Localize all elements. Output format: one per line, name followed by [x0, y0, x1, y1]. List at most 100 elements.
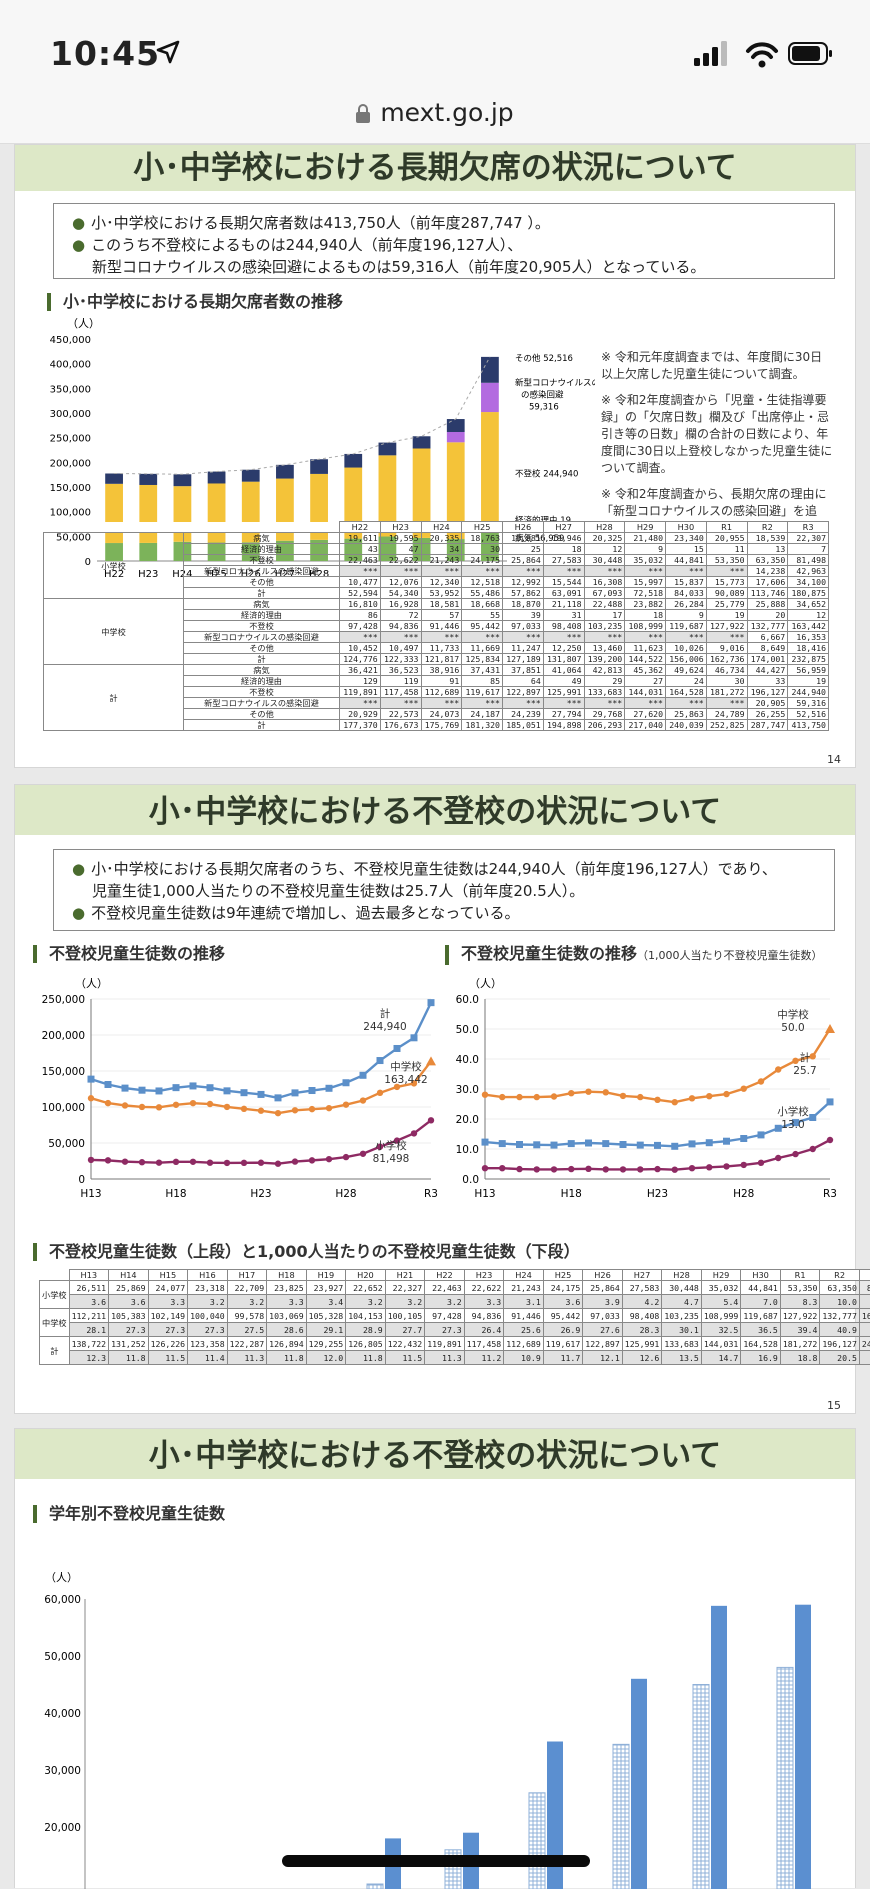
- count-cell: 126,226: [148, 1337, 188, 1351]
- bar-hatched: [529, 1793, 545, 1889]
- x-tick-label: H23: [250, 1188, 271, 1200]
- table-cell: 196,127: [747, 687, 788, 698]
- x-tick-label: H18: [165, 1188, 186, 1200]
- rate-cell: 26.9: [543, 1323, 583, 1337]
- table-cell: ***: [584, 566, 625, 577]
- home-indicator[interactable]: [282, 1855, 590, 1867]
- table-cell: 44,427: [747, 665, 788, 676]
- data-point: [689, 1165, 695, 1171]
- y-tick-label: 100,000: [42, 1102, 85, 1114]
- data-point: [689, 1095, 695, 1101]
- rate-cell: 27.3: [109, 1323, 149, 1337]
- series-value-label: 25.7: [793, 1065, 816, 1077]
- bar-hatched: [693, 1685, 709, 1889]
- bar-segment: [208, 472, 226, 484]
- table-cell: 56,959: [788, 665, 829, 676]
- count-cell: 104,153: [346, 1309, 386, 1323]
- column-header: H17: [227, 1270, 267, 1281]
- table-cell: 22,573: [380, 709, 421, 720]
- data-point: [275, 1161, 281, 1167]
- table-cell: 91: [421, 676, 462, 687]
- data-point: [551, 1142, 558, 1149]
- table-cell: 16,810: [340, 599, 381, 610]
- data-point: [173, 1102, 179, 1108]
- address-bar[interactable]: mext.go.jp: [0, 92, 870, 144]
- table-cell: 180,875: [788, 588, 829, 599]
- table-cell: ***: [666, 698, 707, 709]
- table-cell: 6,667: [747, 632, 788, 643]
- data-point: [377, 1090, 383, 1096]
- rate-cell: 11.8: [267, 1351, 307, 1365]
- rate-cell: 12.0: [306, 1351, 346, 1365]
- count-cell: 22,652: [346, 1281, 386, 1295]
- row-label: 病気: [184, 599, 340, 610]
- table-cell: 18,581: [421, 599, 462, 610]
- table-cell: ***: [543, 698, 584, 709]
- table-cell: ***: [462, 566, 503, 577]
- data-point: [827, 1098, 834, 1105]
- rate-cell: 5.4: [701, 1295, 741, 1309]
- rate-cell: 10.0: [820, 1295, 860, 1309]
- table-cell: 12,518: [462, 577, 503, 588]
- column-header: H25: [462, 522, 503, 533]
- data-point: [139, 1104, 145, 1110]
- data-point: [706, 1139, 713, 1146]
- table-cell: 27,620: [625, 709, 666, 720]
- table-cell: ***: [340, 698, 381, 709]
- data-point: [326, 1105, 332, 1111]
- row-label: 病気: [184, 665, 340, 676]
- table-cell: 21,243: [421, 555, 462, 566]
- count-cell: 112,211: [69, 1309, 109, 1323]
- url-text[interactable]: mext.go.jp: [380, 98, 513, 127]
- table-cell: 19: [788, 676, 829, 687]
- rate-cell: 18.8: [780, 1351, 820, 1365]
- data-point: [568, 1090, 574, 1096]
- count-cell: 112,689: [504, 1337, 544, 1351]
- data-point: [620, 1141, 627, 1148]
- table-cell: 14,238: [747, 566, 788, 577]
- table-cell: 31: [543, 610, 584, 621]
- annotation-covid-2: の感染回避: [521, 389, 564, 400]
- table-cell: 244,940: [788, 687, 829, 698]
- count-cell: 163,442: [859, 1309, 870, 1323]
- count-cell: 105,383: [109, 1309, 149, 1323]
- truancy-count-line-chart: （人）050,000100,000150,000200,000250,000H1…: [29, 969, 449, 1229]
- rate-cell: 3.4: [306, 1295, 346, 1309]
- rate-cell: 27.3: [425, 1323, 465, 1337]
- table-cell: 103,235: [584, 621, 625, 632]
- data-point: [533, 1141, 540, 1148]
- table-cell: 35,032: [625, 555, 666, 566]
- rate-cell: 14.7: [701, 1351, 741, 1365]
- data-point: [326, 1085, 333, 1092]
- table-cell: 162,736: [706, 654, 747, 665]
- data-point: [792, 1058, 798, 1064]
- table-cell: 17,606: [747, 577, 788, 588]
- table-cell: 119,617: [462, 687, 503, 698]
- data-point: [637, 1094, 643, 1100]
- data-point: [654, 1097, 660, 1103]
- y-tick-label: 40.0: [456, 1054, 479, 1066]
- table-cell: ***: [666, 632, 707, 643]
- data-point: [428, 999, 435, 1006]
- count-cell: 53,350: [780, 1281, 820, 1295]
- data-point: [585, 1166, 591, 1172]
- slide-title: 小･中学校における不登校の状況について: [15, 1429, 855, 1479]
- table-cell: 42,813: [584, 665, 625, 676]
- y-tick-label: 450,000: [50, 335, 91, 346]
- table-cell: 57: [421, 610, 462, 621]
- data-point: [360, 1151, 366, 1157]
- data-point: [241, 1106, 247, 1112]
- table-cell: 94,836: [380, 621, 421, 632]
- data-point: [309, 1157, 315, 1163]
- table-cell: 119,891: [340, 687, 381, 698]
- rate-cell: 39.4: [780, 1323, 820, 1337]
- table-cell: 34,100: [788, 577, 829, 588]
- data-point: [499, 1165, 505, 1171]
- count-cell: 127,922: [780, 1309, 820, 1323]
- chart1-title: 不登校児童生徒数の推移: [33, 945, 225, 963]
- count-cell: 100,040: [188, 1309, 228, 1323]
- bar-segment: [481, 383, 499, 412]
- count-cell: 108,999: [701, 1309, 741, 1323]
